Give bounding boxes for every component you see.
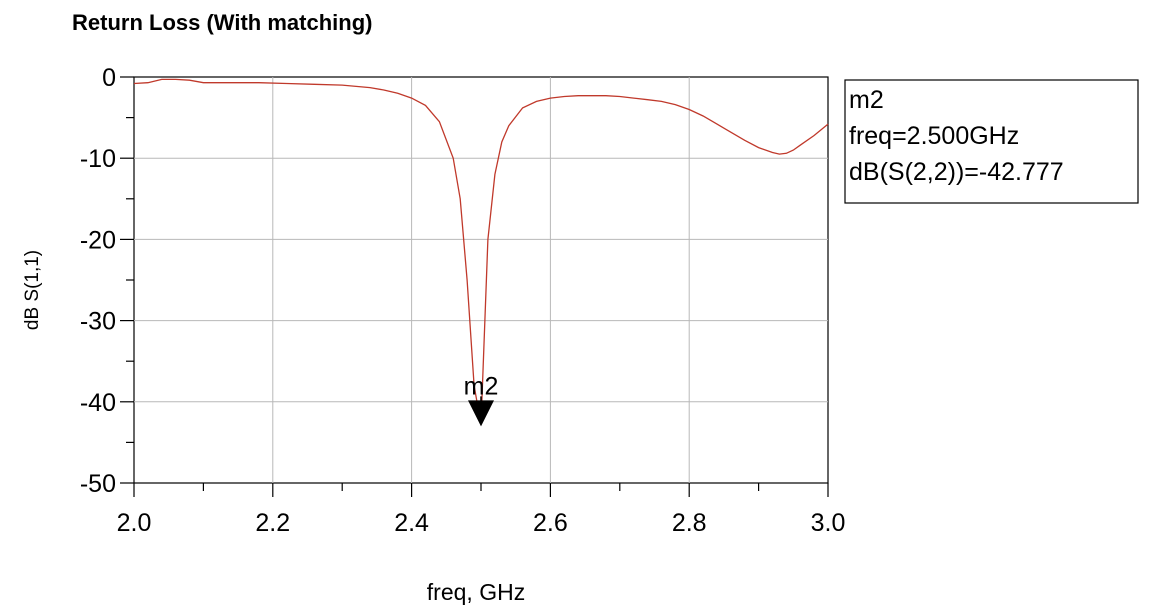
- marker-readout-box: m2 freq=2.500GHz dB(S(2,2))=-42.777: [844, 79, 1139, 204]
- y-tick-label: -30: [80, 308, 116, 336]
- readout-line-value: dB(S(2,2))=-42.777: [849, 158, 1064, 186]
- y-tick-labels: 0 -10 -20 -30 -40 -50: [80, 64, 116, 498]
- readout-line-name: m2: [849, 86, 884, 114]
- x-tick-label: 2.2: [255, 509, 290, 537]
- marker-label: m2: [464, 372, 499, 400]
- y-tick-label: -50: [80, 470, 116, 498]
- readout-frame: [844, 79, 1139, 204]
- marker-arrow: [468, 400, 494, 427]
- x-tick-label: 3.0: [811, 509, 846, 537]
- y-tick-label: 0: [102, 64, 116, 92]
- x-axis-title: freq, GHz: [427, 579, 525, 605]
- x-tick-label: 2.8: [672, 509, 707, 537]
- x-tick-label: 2.0: [117, 509, 152, 537]
- x-tick-labels: 2.0 2.2 2.4 2.6 2.8 3.0: [117, 509, 846, 537]
- y-tick-label: -20: [80, 226, 116, 254]
- y-tick-label: -40: [80, 389, 116, 417]
- readout-line-freq: freq=2.500GHz: [849, 122, 1019, 150]
- y-axis-title: dB S(1,1): [22, 250, 43, 330]
- marker-m2: m2: [464, 372, 499, 427]
- grid: [134, 77, 828, 483]
- chart-title: Return Loss (With matching): [72, 10, 373, 35]
- series-line-s11: [133, 78, 829, 425]
- x-tick-label: 2.4: [394, 509, 429, 537]
- axis-ticks: [120, 76, 829, 497]
- y-tick-label: -10: [80, 145, 116, 173]
- x-tick-label: 2.6: [533, 509, 568, 537]
